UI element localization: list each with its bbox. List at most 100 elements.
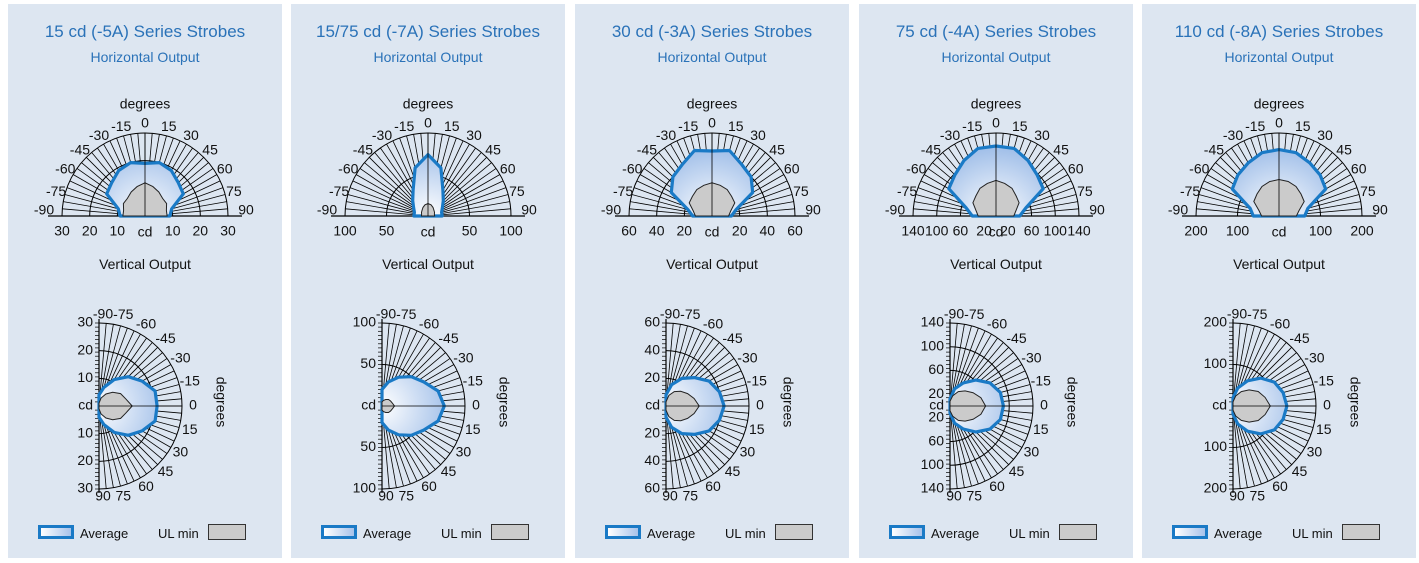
angle-tick-label: -60 <box>703 315 723 331</box>
angle-tick-label: -15 <box>1314 372 1334 388</box>
horizontal-output-chart: -90-75-60-45-30-15 0 153045607590degrees20… <box>885 96 1105 240</box>
angle-tick-label: 0 <box>141 115 149 131</box>
radial-tick-label: 50 <box>462 223 478 239</box>
angle-tick-label: -60 <box>55 161 75 177</box>
angle-tick-label: -15 <box>394 118 414 134</box>
angle-tick-label: -90 <box>93 306 113 322</box>
angle-tick-label: 0 <box>472 397 480 413</box>
strobe-panel: 110 cd (-8A) Series Strobes Horizontal Ou… <box>1142 4 1416 558</box>
angle-tick-label: -60 <box>1270 315 1290 331</box>
angle-tick-label: -60 <box>622 161 642 177</box>
angle-tick-label: 75 <box>1077 183 1093 199</box>
angle-tick-label: -30 <box>453 350 473 366</box>
angle-tick-label: 0 <box>1040 397 1048 413</box>
horizontal-output-title: Horizontal Output <box>1224 49 1334 65</box>
legend-ul-min-swatch <box>1059 524 1097 540</box>
angle-tick-label: -45 <box>1289 330 1309 346</box>
radial-tick-label: 60 <box>953 223 969 239</box>
center-unit-label: cd <box>989 224 1004 240</box>
angle-tick-label: 15 <box>749 421 765 437</box>
center-unit-label: cd <box>1272 224 1287 240</box>
angle-tick-label: 75 <box>116 488 132 504</box>
angle-tick-label: -75 <box>46 183 66 199</box>
radial-tick-label: 30 <box>54 223 70 239</box>
polar-charts-svg: -90-75-60-45-30-15 0 153045607590degrees20… <box>885 96 1105 504</box>
radial-tick-label: 20 <box>928 409 944 425</box>
strobe-panel: 15 cd (-5A) Series Strobes Horizontal Out… <box>8 4 282 558</box>
radial-tick-label: 30 <box>77 480 93 496</box>
angle-tick-label: -60 <box>136 315 156 331</box>
radial-tick-label: 20 <box>77 452 93 468</box>
angle-tick-label: -60 <box>338 161 358 177</box>
angle-tick-label: 15 <box>1316 421 1332 437</box>
degrees-label: degrees <box>780 377 796 428</box>
angle-tick-label: 45 <box>1053 142 1069 158</box>
angle-tick-label: -75 <box>396 306 416 322</box>
angle-tick-label: 75 <box>226 183 242 199</box>
radial-tick-label: 20 <box>644 369 660 385</box>
radial-tick-label: 60 <box>644 314 660 330</box>
angle-tick-label: 75 <box>793 183 809 199</box>
legend-ul-min-swatch <box>208 524 246 540</box>
radial-tick-label: 40 <box>760 223 776 239</box>
legend-ul-min-label: UL min <box>158 526 199 541</box>
radial-tick-label: 140 <box>921 314 945 330</box>
angle-tick-label: 75 <box>1250 488 1266 504</box>
degrees-label: degrees <box>496 377 512 428</box>
angle-tick-label: 30 <box>1024 444 1040 460</box>
legend-average-label: Average <box>931 526 980 541</box>
angle-tick-label: 75 <box>683 488 699 504</box>
angle-tick-label: 30 <box>750 127 766 143</box>
angle-tick-label: 60 <box>500 161 516 177</box>
angle-tick-label: -30 <box>656 127 676 143</box>
strobe-panel: 15/75 cd (-7A) Series Strobes Horizontal … <box>291 4 565 558</box>
angle-tick-label: 30 <box>183 127 199 143</box>
horizontal-output-title: Horizontal Output <box>373 49 483 65</box>
angle-tick-label: -45 <box>155 330 175 346</box>
angle-tick-label: 60 <box>784 161 800 177</box>
angle-tick-label: 15 <box>444 118 460 134</box>
angle-tick-label: 45 <box>441 463 457 479</box>
radial-tick-label: 100 <box>1044 223 1068 239</box>
radial-tick-label: 20 <box>1000 223 1016 239</box>
angle-tick-label: -90 <box>317 202 337 218</box>
angle-tick-label: -30 <box>170 350 190 366</box>
legend-average-label: Average <box>1214 526 1263 541</box>
angle-tick-label: 75 <box>399 488 415 504</box>
radial-tick-label: 100 <box>925 223 949 239</box>
center-unit-label: cd <box>361 397 376 413</box>
angle-tick-label: 30 <box>1317 127 1333 143</box>
angle-tick-label: -30 <box>1223 127 1243 143</box>
radial-tick-label: 20 <box>732 223 748 239</box>
radial-tick-label: 20 <box>677 223 693 239</box>
angle-tick-label: 0 <box>708 115 716 131</box>
radial-tick-label: 60 <box>644 480 660 496</box>
radial-tick-label: 10 <box>77 424 93 440</box>
radial-tick-label: 100 <box>353 480 377 496</box>
radial-tick-label: 30 <box>77 314 93 330</box>
angle-tick-label: 45 <box>1009 463 1025 479</box>
angle-tick-label: 60 <box>421 478 437 494</box>
angle-tick-label: -45 <box>1006 330 1026 346</box>
polar-charts-svg: -90-75-60-45-30-15 0 153045607590degrees10… <box>1168 96 1388 504</box>
angle-tick-label: -75 <box>897 183 917 199</box>
center-unit-label: cd <box>705 224 720 240</box>
angle-tick-label: 60 <box>1272 478 1288 494</box>
angle-tick-label: -60 <box>987 315 1007 331</box>
radial-tick-label: 40 <box>649 223 665 239</box>
angle-tick-label: 90 <box>946 488 962 504</box>
radial-tick-label: 100 <box>333 223 357 239</box>
angle-tick-label: -75 <box>113 306 133 322</box>
angle-tick-label: 90 <box>521 202 537 218</box>
angle-tick-label: -90 <box>1168 202 1188 218</box>
radial-tick-label: 200 <box>1204 480 1228 496</box>
angle-tick-label: 90 <box>238 202 254 218</box>
angle-tick-label: 30 <box>456 444 472 460</box>
angle-tick-label: 45 <box>725 463 741 479</box>
angle-tick-label: 30 <box>1307 444 1323 460</box>
angle-tick-label: 0 <box>424 115 432 131</box>
legend-average-swatch <box>1172 525 1208 539</box>
radial-tick-label: 40 <box>644 452 660 468</box>
radial-tick-label: 100 <box>1226 223 1250 239</box>
